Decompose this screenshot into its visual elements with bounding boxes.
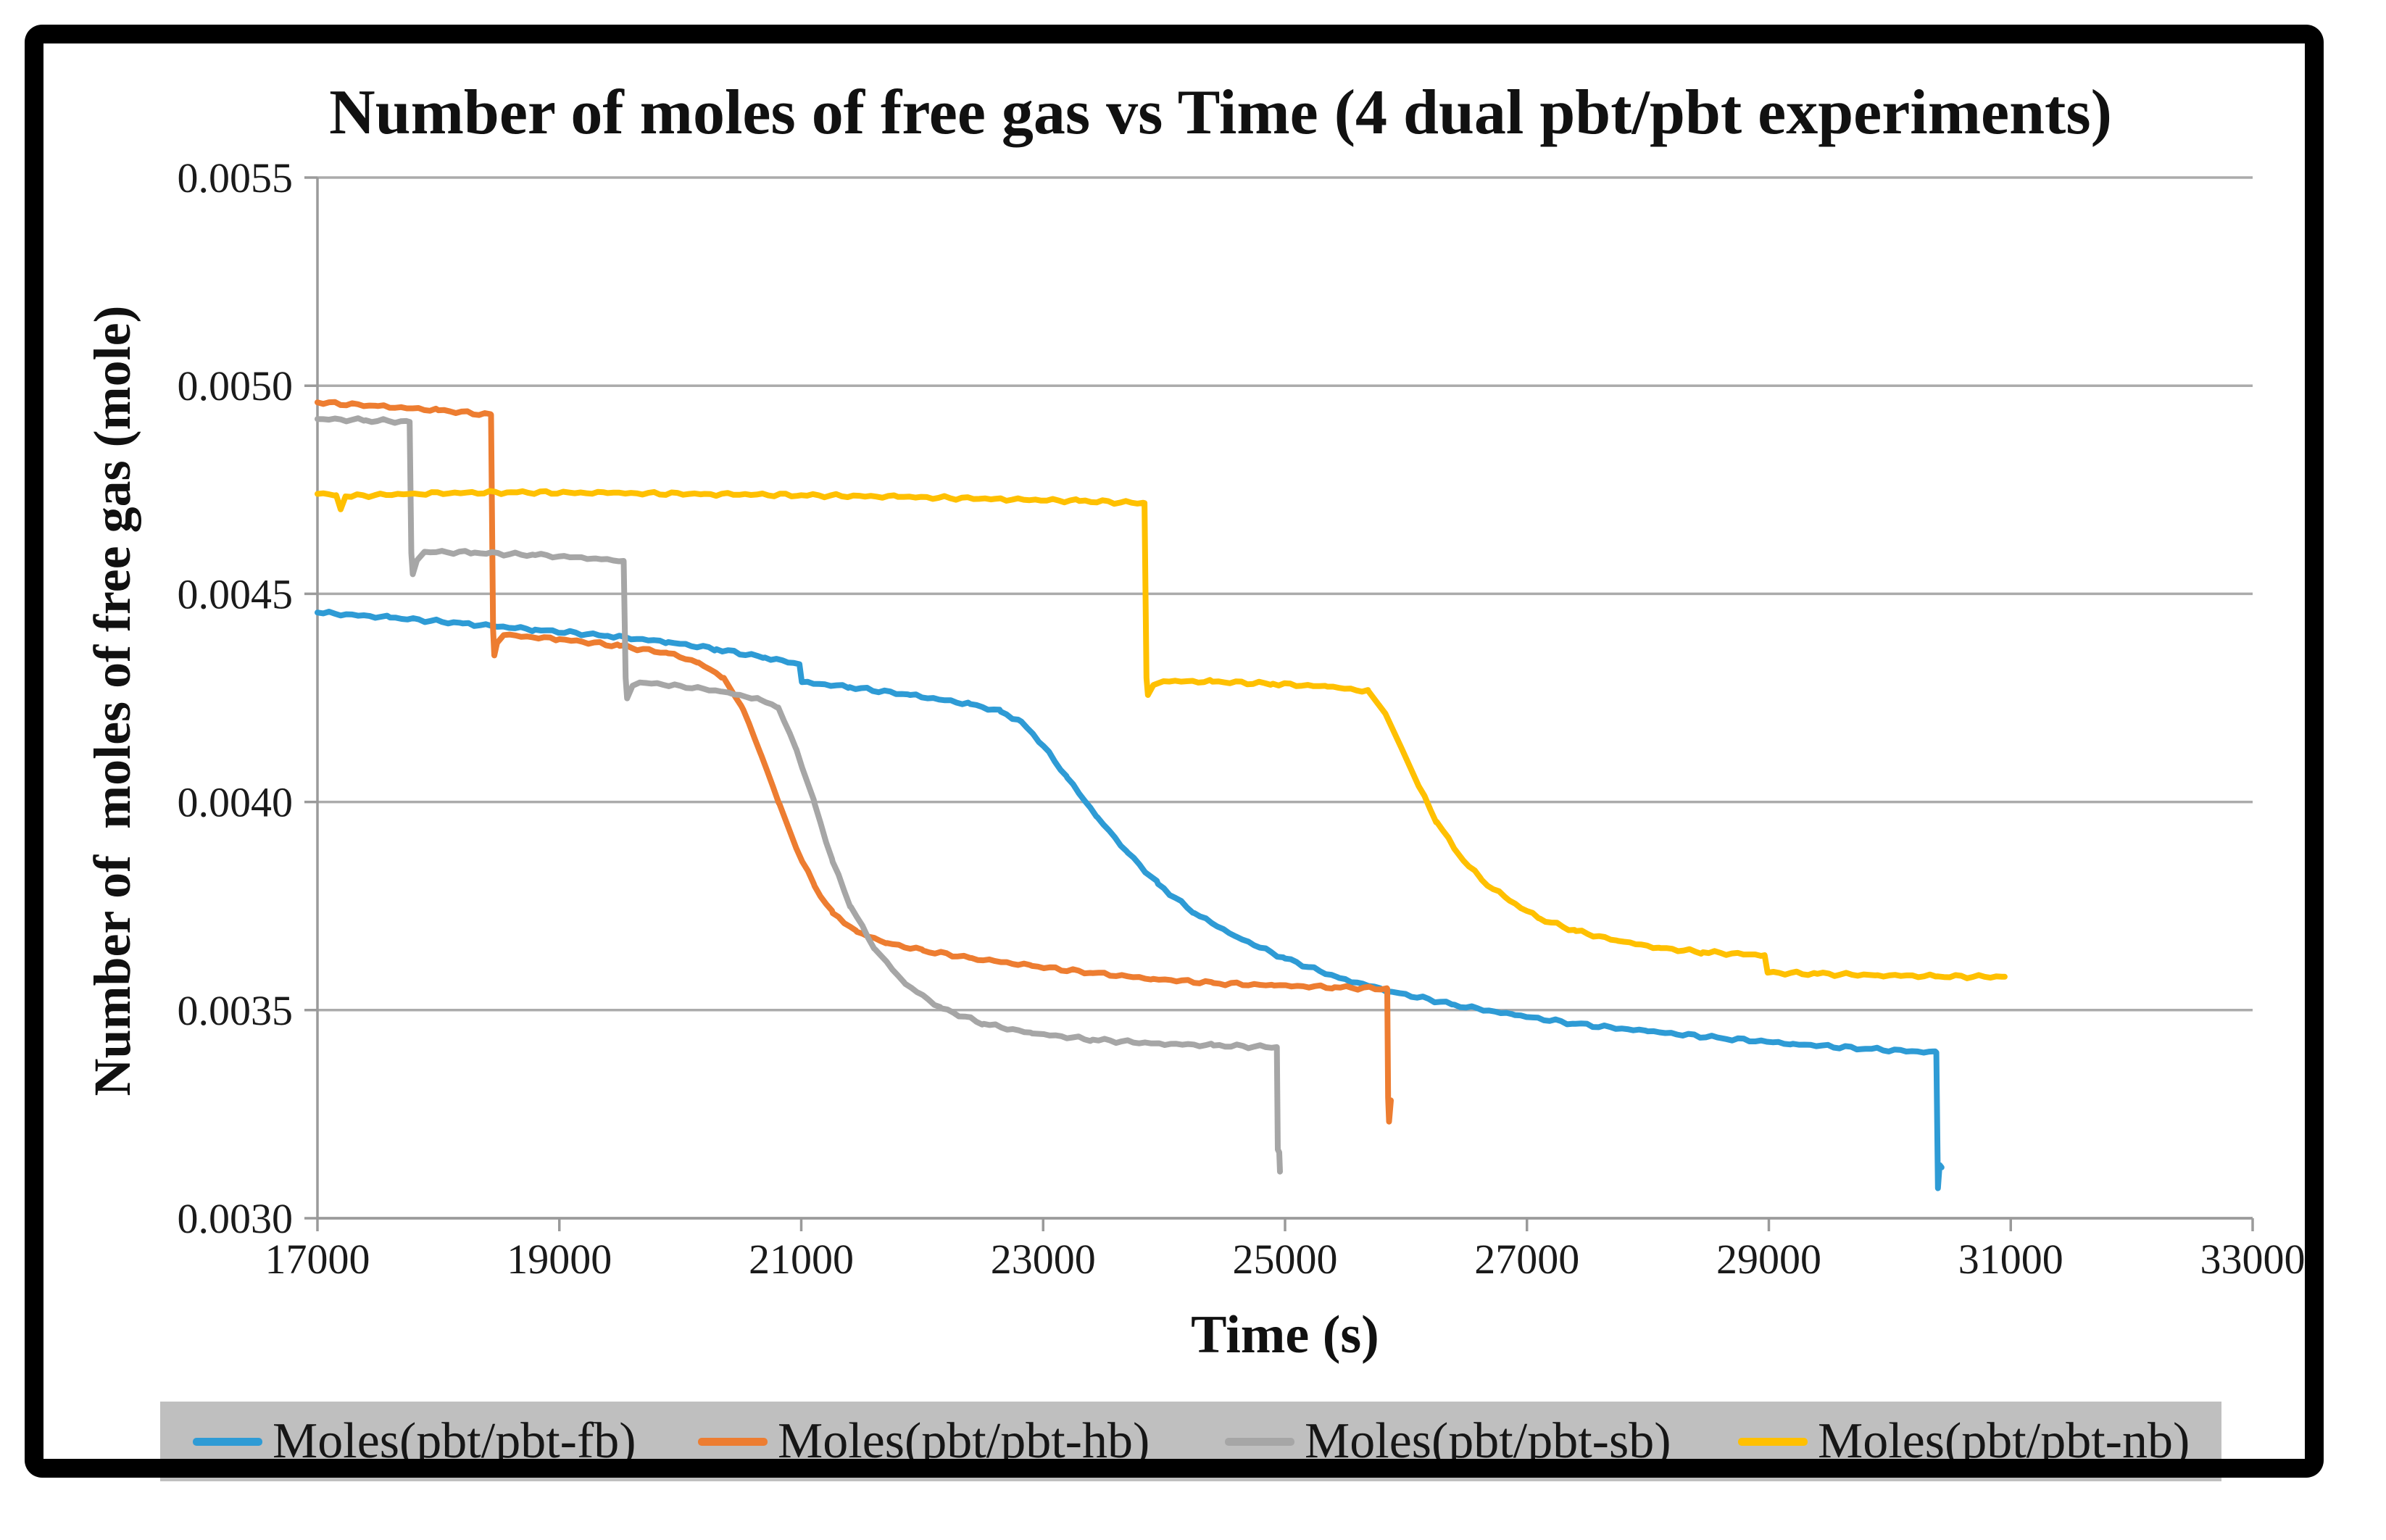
y-axis-title: Number of moles of free gas (mole) [83,305,141,1096]
series-line-nb [315,488,2008,981]
x-tick-label: 23000 [991,1236,1096,1283]
x-tick-label: 17000 [265,1236,370,1283]
series-line-hb [315,399,1394,1125]
y-tick-label: 0.0055 [178,154,294,201]
x-axis-title: Time (s) [1191,1305,1379,1365]
legend-swatch-sb-icon [1225,1437,1294,1446]
legend-label-nb: Moles(pbt/pbt-nb) [1818,1413,2190,1469]
x-tick-label: 27000 [1474,1236,1579,1283]
legend: Moles(pbt/pbt-fb) Moles(pbt/pbt-hb) Mole… [160,1402,2221,1481]
legend-item-fb: Moles(pbt/pbt-fb) [193,1402,636,1481]
legend-label-hb: Moles(pbt/pbt-hb) [778,1413,1150,1469]
y-tick-label: 0.0035 [178,987,294,1034]
x-tick-label: 29000 [1716,1236,1821,1283]
legend-item-hb: Moles(pbt/pbt-hb) [698,1402,1150,1481]
series-line-fb [315,609,1945,1191]
y-tick-label: 0.0045 [178,570,294,617]
x-tick-label: 25000 [1233,1236,1338,1283]
x-tick-label: 21000 [749,1236,854,1283]
chart-title: Number of moles of free gas vs Time (4 d… [329,78,2112,148]
legend-item-sb: Moles(pbt/pbt-sb) [1225,1402,1671,1481]
x-tick-label: 33000 [2200,1236,2306,1283]
legend-label-sb: Moles(pbt/pbt-sb) [1305,1413,1671,1469]
legend-swatch-hb-icon [698,1437,768,1446]
y-tick-label: 0.0040 [178,779,294,826]
series-line-sb [315,415,1283,1175]
x-tick-label: 31000 [1958,1236,2063,1283]
legend-swatch-nb-icon [1738,1437,1808,1446]
legend-swatch-fb-icon [193,1437,262,1446]
x-tick-label: 19000 [507,1236,612,1283]
legend-item-nb: Moles(pbt/pbt-nb) [1738,1402,2190,1481]
y-tick-label: 0.0050 [178,362,294,409]
legend-label-fb: Moles(pbt/pbt-fb) [273,1413,636,1469]
y-tick-label: 0.0030 [178,1195,294,1242]
